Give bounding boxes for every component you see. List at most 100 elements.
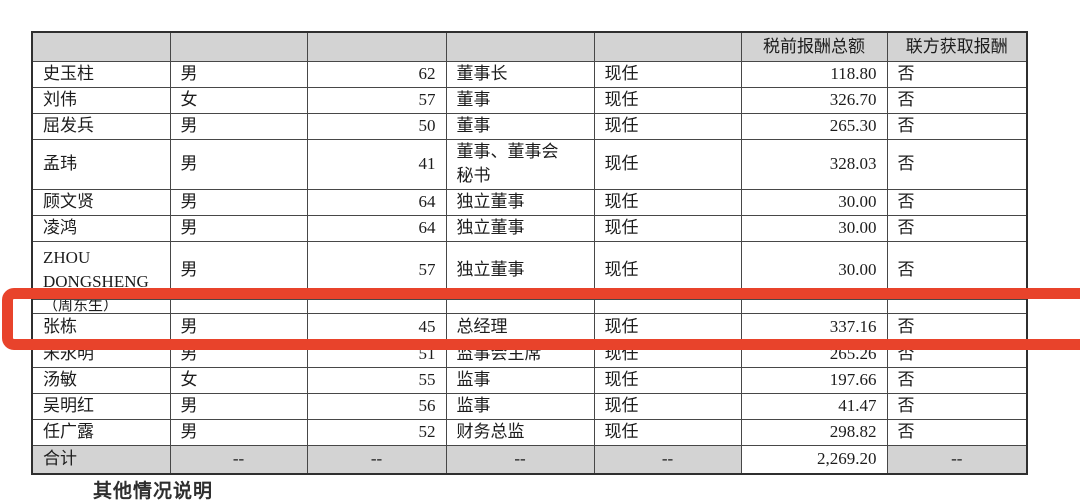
header-cell-age [306,31,447,62]
table-row: 宋永明男 51 监事会主席 现任 265.26 否 [31,340,1028,368]
table-cell-age: 45 [306,312,447,342]
total-cell-status: -- [593,444,742,475]
table-cell-age: 55 [306,366,447,394]
table-cell-position: 总经理 [445,312,595,342]
header-cell-name [31,31,171,62]
table-cell-age: 57 [306,240,447,300]
table-cell-gender [169,298,308,314]
header-cell-related-party-compensation: 联方获取报酬 [886,31,1028,62]
table-row: 孟玮男 41 董事、董事会 秘书 现任 328.03 否 [31,138,1028,190]
table-cell-related: 否 [886,214,1028,242]
total-cell-age: -- [306,444,447,475]
table-cell-position: 监事 [445,392,595,420]
table-cell-related: 否 [886,340,1028,368]
table-cell-gender: 男 [169,188,308,216]
table-cell-gender: 男 [169,214,308,242]
table-cell-compensation: 337.16 [740,312,888,342]
table-cell-age: 52 [306,418,447,446]
table-cell-age: 41 [306,138,447,190]
table-cell-name: 史玉柱 [31,60,171,88]
table-cell-related: 否 [886,138,1028,190]
table-row: 吴明红男 56 监事 现任 41.47 否 [31,392,1028,420]
table-cell-name: 刘伟 [31,86,171,114]
table-cell-related: 否 [886,366,1028,394]
table-cell-related [886,298,1028,314]
table-row: 任广露男 52 财务总监 现任 298.82 否 [31,418,1028,446]
table-cell-status: 现任 [593,366,742,394]
table-cell-status: 现任 [593,312,742,342]
table-cell-position: 董事 [445,86,595,114]
table-cell-status [593,298,742,314]
table-cell-name: 汤敏 [31,366,171,394]
table-cell-age: 57 [306,86,447,114]
table-cell-status: 现任 [593,188,742,216]
table-cell-age: 50 [306,112,447,140]
table-row: 史玉柱男 62 董事长 现任 118.80 否 [31,60,1028,88]
table-cell-related: 否 [886,112,1028,140]
table-cell-gender: 男 [169,340,308,368]
table-cell-name: 凌鸿 [31,214,171,242]
table-row: 凌鸿男 64 独立董事 现任 30.00 否 [31,214,1028,242]
table-row: （周东生） [31,298,1028,314]
table-row: ZHOU DONGSHENG 男 57 独立董事 现任 30.00 否 [31,240,1028,300]
table-cell-compensation [740,298,888,314]
table-cell-position: 董事 [445,112,595,140]
table-cell-age [306,298,447,314]
executive-compensation-table: 税前报酬总额 联方获取报酬 史玉柱男 62 董事长 现任 118.80 否刘伟女 57 董事现… [31,31,1028,475]
table-cell-position: 独立董事 [445,188,595,216]
total-cell-related: -- [886,444,1028,475]
table-cell-name: 吴明红 [31,392,171,420]
table-cell-compensation: 197.66 [740,366,888,394]
table-cell-age: 51 [306,340,447,368]
header-row: 税前报酬总额 联方获取报酬 [31,31,1028,62]
table-cell-gender: 男 [169,392,308,420]
table-row: 屈发兵男 50 董事 现任 265.30 否 [31,112,1028,140]
table-cell-compensation: 41.47 [740,392,888,420]
header-cell-gender [169,31,308,62]
table-cell-status: 现任 [593,112,742,140]
table-cell-position: 独立董事 [445,240,595,300]
table-cell-status: 现任 [593,86,742,114]
table-cell-related: 否 [886,312,1028,342]
table-cell-name: 宋永明 [31,340,171,368]
table-cell-related: 否 [886,86,1028,114]
total-cell-name: 合计 [31,444,171,475]
table-cell-age: 62 [306,60,447,88]
table-cell-position: 独立董事 [445,214,595,242]
table-cell-name: ZHOU DONGSHENG [31,240,171,300]
table-cell-status: 现任 [593,418,742,446]
table-cell-name: 张栋 [31,312,171,342]
header-cell-status [593,31,742,62]
table-cell-related: 否 [886,60,1028,88]
table-cell-related: 否 [886,240,1028,300]
table-cell-gender: 男 [169,112,308,140]
table-cell-gender: 男 [169,240,308,300]
table-cell-gender: 男 [169,418,308,446]
table-cell-related: 否 [886,188,1028,216]
table-cell-compensation: 265.26 [740,340,888,368]
header-cell-position [445,31,595,62]
table-cell-position: 监事 [445,366,595,394]
table-cell-status: 现任 [593,392,742,420]
table-cell-status: 现任 [593,138,742,190]
table-cell-compensation: 30.00 [740,214,888,242]
total-cell-position: -- [445,444,595,475]
table-header: 税前报酬总额 联方获取报酬 [31,31,1028,62]
table-cell-position: 财务总监 [445,418,595,446]
table-cell-age: 64 [306,188,447,216]
table-cell-gender: 男 [169,312,308,342]
table-cell-related: 否 [886,392,1028,420]
table-cell-age: 56 [306,392,447,420]
table-cell-compensation: 30.00 [740,240,888,300]
table-cell-compensation: 30.00 [740,188,888,216]
table-cell-age: 64 [306,214,447,242]
table-body: 史玉柱男 62 董事长 现任 118.80 否刘伟女 57 董事 现任 326.70 否屈发兵男 50… [31,60,1028,475]
table-cell-gender: 女 [169,366,308,394]
table-row: 张栋男 45 总经理 现任 337.16 否 [31,312,1028,342]
table-cell-gender: 男 [169,60,308,88]
total-cell-compensation: 2,269.20 [740,444,888,475]
table-cell-position [445,298,595,314]
total-row: 合计 -- -- -- -- 2,269.20 -- [31,444,1028,475]
table-cell-name: 任广露 [31,418,171,446]
table-cell-name: 孟玮 [31,138,171,190]
